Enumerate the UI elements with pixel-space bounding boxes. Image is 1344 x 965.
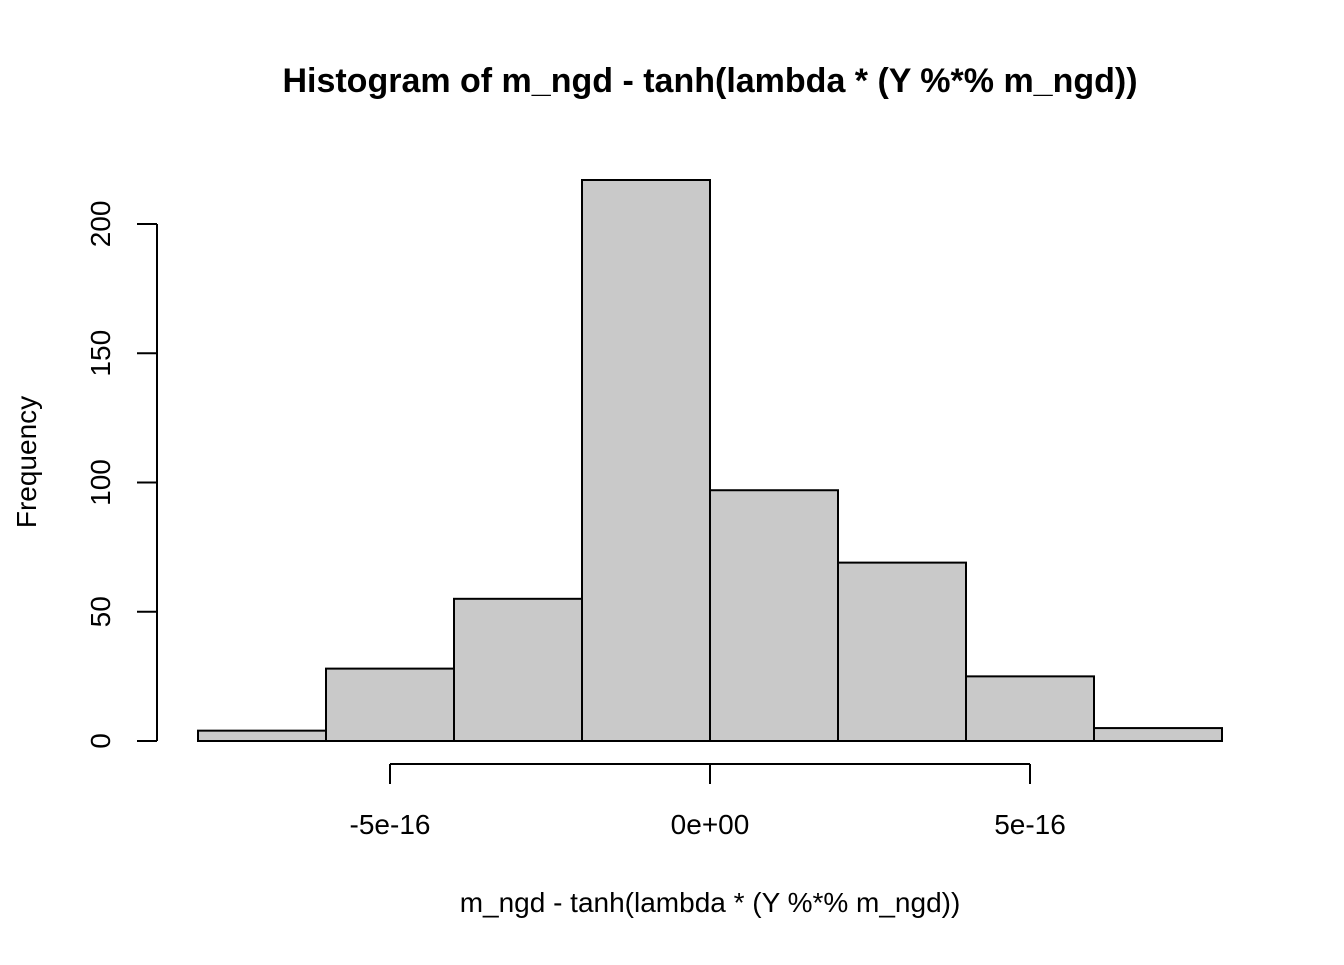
- chart-title: Histogram of m_ngd - tanh(lambda * (Y %*…: [282, 62, 1137, 100]
- x-tick-label: 0e+00: [671, 809, 750, 840]
- bars-layer: [197, 179, 1223, 743]
- histogram-bar-4: [709, 489, 839, 742]
- y-tick-label: 200: [85, 201, 116, 248]
- y-tick-label: 100: [85, 459, 116, 506]
- histogram-bar-5: [837, 561, 967, 742]
- x-axis: -5e-16 0e+00 5e-16: [350, 763, 1066, 840]
- x-axis-label: m_ngd - tanh(lambda * (Y %*% m_ngd)): [460, 887, 961, 918]
- histogram-bar-1: [325, 667, 455, 743]
- histogram-bar-6: [965, 675, 1095, 742]
- y-tick-label: 50: [85, 596, 116, 627]
- x-tick-label: -5e-16: [350, 809, 431, 840]
- histogram-bar-3: [581, 179, 711, 742]
- y-tick-label: 0: [85, 733, 116, 749]
- y-axis: 0 50 100 150 200: [85, 201, 158, 749]
- histogram-bar-0: [197, 729, 327, 743]
- y-axis-label: Frequency: [11, 396, 42, 528]
- x-tick-label: 5e-16: [994, 809, 1066, 840]
- histogram-bar-2: [453, 597, 583, 742]
- histogram-bar-7: [1093, 727, 1223, 742]
- y-tick-label: 150: [85, 330, 116, 377]
